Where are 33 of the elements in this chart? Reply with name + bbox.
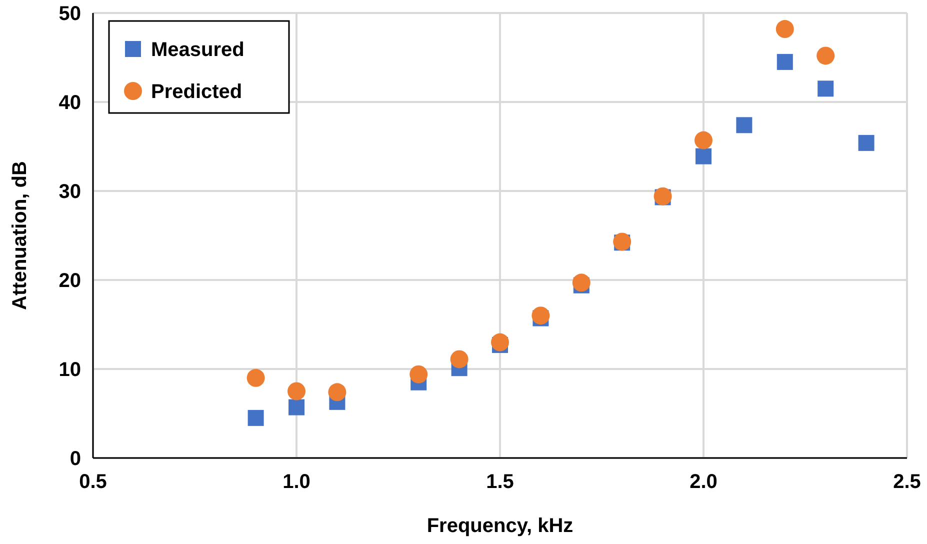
y-tick-label: 10: [58, 359, 81, 381]
point: [410, 365, 428, 384]
point: [694, 131, 712, 150]
point: [288, 382, 306, 400]
point: [816, 46, 835, 65]
x-tick-label: 0.5: [79, 471, 107, 493]
point: [572, 274, 590, 292]
point: [776, 20, 794, 38]
point: [248, 410, 264, 426]
point: [246, 368, 265, 387]
y-axis-title: Attenuation, dB: [9, 161, 31, 310]
point: [858, 134, 874, 151]
point: [532, 306, 550, 325]
y-tick-label: 0: [70, 448, 81, 470]
y-tick-label: 50: [58, 3, 81, 25]
y-tick-label: 30: [58, 181, 81, 203]
point: [818, 80, 834, 97]
point: [696, 148, 712, 164]
legend-label: Predicted: [151, 81, 242, 103]
point: [776, 54, 793, 70]
x-tick-label: 2.0: [690, 471, 718, 493]
x-tick-label: 1.5: [486, 471, 514, 493]
y-tick-label: 40: [58, 92, 81, 114]
point: [736, 117, 752, 134]
x-tick-label: 2.5: [893, 471, 921, 493]
x-tick-label: 1.0: [282, 471, 310, 493]
point: [288, 399, 304, 416]
point: [328, 383, 346, 402]
point: [450, 350, 468, 368]
y-tick-label: 20: [58, 270, 81, 292]
x-axis-title: Frequency, kHz: [426, 515, 574, 537]
legend-label: Measured: [151, 39, 244, 61]
point: [491, 333, 509, 352]
